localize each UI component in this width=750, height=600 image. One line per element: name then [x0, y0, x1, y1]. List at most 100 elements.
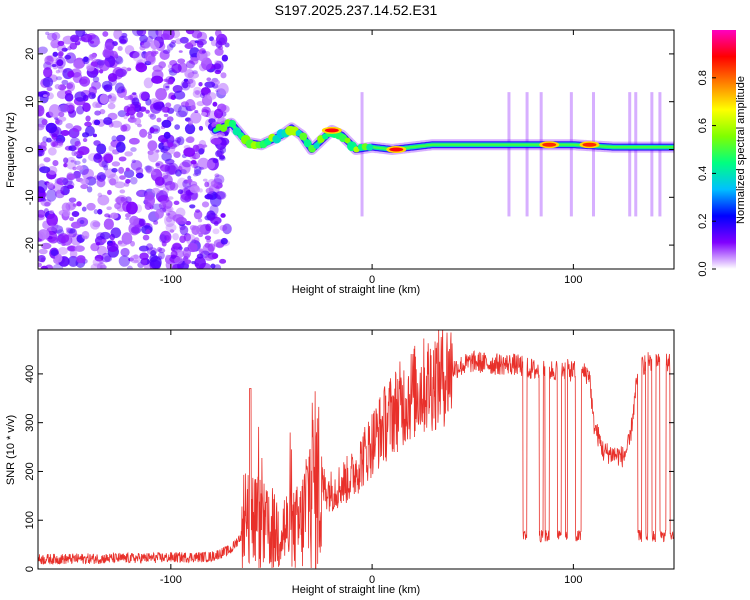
noise-blob [110, 120, 123, 128]
noise-blob [123, 114, 128, 120]
noise-blob [129, 254, 141, 264]
noise-blob [109, 212, 119, 219]
noise-blob [161, 119, 172, 128]
noise-blob [167, 162, 179, 175]
noise-blob [69, 42, 78, 50]
noise-blob [106, 242, 119, 253]
noise-blob [90, 263, 103, 269]
noise-blob [89, 53, 97, 60]
noise-blob [163, 78, 169, 83]
noise-blob [40, 141, 47, 149]
noise-blob [94, 254, 104, 262]
noise-blob [103, 117, 113, 125]
noise-blob [145, 229, 151, 235]
noise-blob [46, 137, 52, 143]
spectrogram-x-ticks: -100 0 100 [160, 30, 583, 286]
noise-blob [165, 212, 171, 216]
noise-blob [179, 225, 189, 236]
noise-blob [114, 181, 126, 189]
noise-blob [198, 125, 204, 131]
noise-blob [46, 32, 58, 41]
noise-blob [198, 47, 206, 55]
noise-blob [117, 110, 127, 118]
noise-blob [136, 111, 144, 118]
noise-blob [66, 82, 74, 90]
noise-blob [149, 40, 160, 50]
noise-blob [65, 227, 71, 231]
colorbar-tick-label: 0.8 [697, 70, 709, 85]
noise-blob [142, 234, 150, 241]
noise-blob [219, 137, 230, 146]
noise-blob [128, 137, 140, 145]
noise-blob [190, 191, 198, 200]
noise-blob [194, 90, 200, 95]
noise-blob [204, 255, 214, 261]
noise-blob [155, 162, 160, 167]
spectral-streak [360, 92, 364, 217]
noise-blob [182, 248, 192, 259]
noise-blob [163, 131, 171, 139]
noise-blob [57, 51, 64, 57]
spectral-streak [569, 92, 573, 217]
noise-blob [130, 176, 138, 185]
noise-blob [161, 151, 172, 162]
noise-blob [46, 189, 57, 202]
noise-blob [147, 140, 158, 151]
noise-blob [118, 156, 127, 162]
noise-blob [81, 206, 87, 212]
noise-blob [212, 228, 220, 235]
noise-blob [158, 247, 166, 254]
noise-blob [58, 111, 65, 118]
spectral-streak [539, 92, 543, 217]
spectral-streak [525, 92, 529, 217]
noise-blob [74, 160, 81, 165]
noise-blob [224, 42, 230, 48]
noise-blob [133, 254, 139, 260]
noise-blob [220, 105, 230, 114]
noise-blob [145, 109, 150, 114]
noise-blob [126, 106, 137, 116]
ridge-blob [303, 139, 312, 148]
colorbar: 0.0 0.2 0.4 0.6 0.8 Normalized spectral ampl… [697, 30, 747, 277]
noise-blob [130, 160, 143, 171]
noise-blob [185, 234, 196, 245]
snr-y-ticks: 0 100 200 300 400 [24, 365, 674, 572]
noise-blob [90, 220, 101, 230]
noise-blob [193, 165, 202, 175]
noise-blob [219, 258, 227, 264]
y-tick-label: 200 [24, 462, 36, 480]
noise-blob [38, 46, 48, 55]
noise-blob [124, 151, 133, 157]
noise-blob [139, 45, 146, 51]
noise-blob [57, 40, 65, 47]
noise-blob [55, 56, 66, 69]
noise-blob [183, 78, 189, 83]
noise-blob [85, 176, 97, 186]
noise-blob [118, 255, 131, 267]
noise-blob [64, 180, 75, 189]
noise-blob [125, 178, 131, 184]
noise-blob [72, 144, 79, 151]
spectral-streak [634, 92, 638, 217]
noise-blob [57, 66, 64, 73]
noise-blob [210, 137, 222, 145]
noise-blob [148, 30, 159, 40]
spectrogram-marks [38, 30, 674, 269]
noise-blob [155, 87, 167, 101]
figure-title: S197.2025.237.14.52.E31 [275, 2, 438, 18]
noise-blob [139, 128, 148, 138]
noise-blob [76, 105, 85, 115]
noise-blob [82, 31, 87, 36]
noise-blob [129, 215, 140, 226]
noise-blob [160, 200, 167, 205]
noise-blob [76, 201, 82, 207]
noise-blob [205, 223, 212, 232]
noise-blob [204, 242, 211, 248]
noise-blob [44, 55, 54, 66]
noise-blob [184, 78, 194, 85]
noise-blob [67, 255, 79, 267]
noise-blob [67, 70, 75, 78]
noise-blob [120, 124, 128, 132]
colorbar-label: Normalized spectral amplitude [735, 76, 747, 224]
